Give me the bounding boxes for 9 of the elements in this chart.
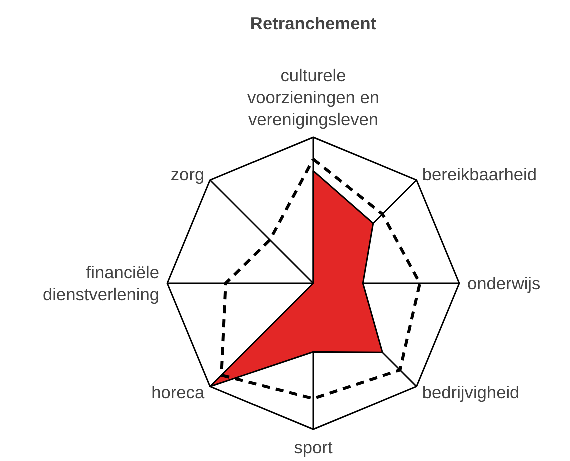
spoke-label: horeca [152,382,205,402]
chart-title: Retranchement [250,14,377,34]
spoke-label: onderwijs [468,274,542,294]
spoke-label: bedrijvigheid [422,382,520,402]
spoke-label: financiële dienstverlening [42,262,160,304]
spoke-label: sport [294,438,333,458]
spoke-label: culturele voorzieningen en verenigingsleven [248,66,380,130]
spoke-label: bereikbaarheid [422,164,538,185]
spoke-label: zorg [170,164,205,185]
